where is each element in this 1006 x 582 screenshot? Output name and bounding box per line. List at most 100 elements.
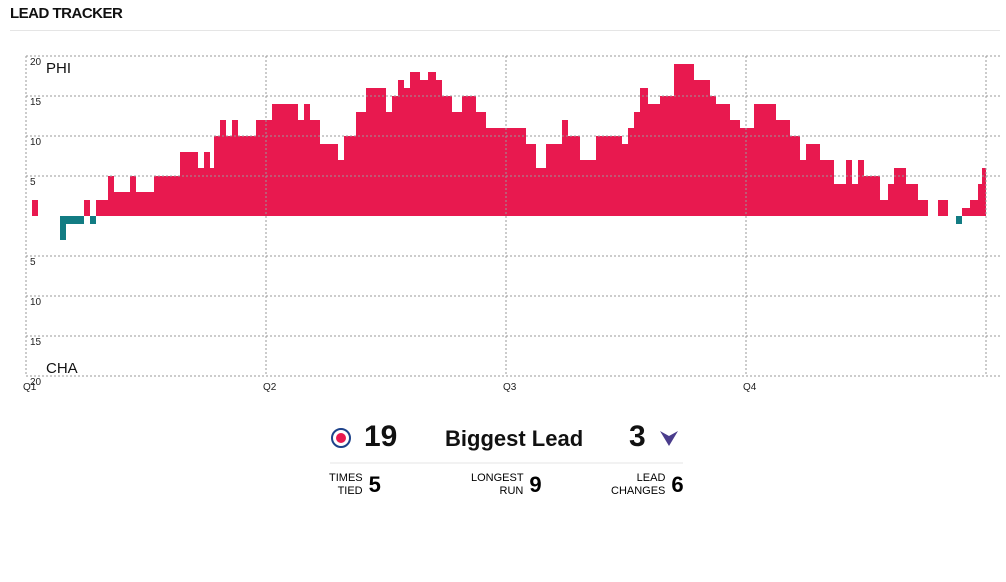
- positive-team-label: PHI: [46, 60, 71, 77]
- y-tick-label: 5: [30, 257, 36, 268]
- lead-bar: [888, 184, 894, 216]
- lead-bar: [96, 200, 108, 216]
- lead-bar: [366, 88, 386, 216]
- lead-bar: [452, 112, 462, 216]
- lead-bar: [356, 112, 366, 216]
- lead-bar: [674, 64, 694, 216]
- lead-bar: [108, 176, 114, 216]
- lead-bar: [918, 200, 928, 216]
- lead-bar: [640, 88, 648, 216]
- lead-bar: [476, 112, 486, 216]
- lead-bar: [660, 96, 674, 216]
- lead-bar: [404, 88, 410, 216]
- lead-bar: [84, 200, 90, 216]
- stat-value: 9: [529, 472, 542, 497]
- lead-changes: LEAD CHANGES 6: [611, 472, 684, 498]
- lead-bar: [894, 168, 906, 216]
- lead-bar: [304, 104, 310, 216]
- lead-bar: [580, 160, 596, 216]
- lead-bar: [462, 96, 476, 216]
- lead-bar: [272, 104, 298, 216]
- y-tick-label: 5: [30, 177, 36, 188]
- lead-bar: [180, 152, 198, 216]
- x-tick-label: Q1: [23, 382, 37, 393]
- lead-bar: [546, 144, 562, 216]
- lead-bar: [970, 200, 978, 216]
- lead-bar: [864, 176, 880, 216]
- lead-bar: [820, 160, 834, 216]
- lead-bar: [800, 160, 806, 216]
- lead-bar: [596, 136, 622, 216]
- lead-bar: [32, 200, 38, 216]
- phi-biggest-lead: 19: [364, 420, 398, 453]
- lead-bar: [392, 96, 398, 216]
- lead-bar: [622, 144, 628, 216]
- lead-bar: [776, 120, 790, 216]
- times-tied: TIMES TIED 5: [329, 472, 381, 498]
- stat-value: 6: [671, 472, 684, 497]
- lead-bar: [420, 80, 428, 216]
- lead-bar: [198, 168, 204, 216]
- lead-bar: [310, 120, 320, 216]
- cha-logo: [660, 431, 678, 446]
- lead-bar: [226, 136, 232, 216]
- lead-bar: [858, 160, 864, 216]
- lead-bar: [436, 80, 442, 216]
- lead-bar: [730, 120, 740, 216]
- phi-logo-core: [336, 433, 346, 443]
- lead-bar: [962, 208, 970, 216]
- lead-bar: [740, 128, 754, 216]
- section-title: LEAD TRACKER: [10, 5, 123, 22]
- lead-bar: [256, 120, 272, 216]
- lead-bar: [754, 104, 776, 216]
- biggest-lead-label: Biggest Lead: [445, 426, 584, 451]
- y-tick-label: 20: [30, 377, 42, 388]
- lead-bar: [214, 136, 220, 216]
- y-tick-label: 10: [30, 137, 42, 148]
- lead-bar: [220, 120, 226, 216]
- phi-logo: [331, 428, 351, 448]
- lead-bar: [130, 176, 136, 216]
- lead-bar: [710, 96, 716, 216]
- lead-bar: [846, 160, 852, 216]
- y-tick-label: 20: [30, 57, 42, 68]
- lead-bar: [982, 168, 986, 216]
- lead-bar: [716, 104, 730, 216]
- lead-bar: [694, 80, 710, 216]
- lead-bar: [880, 200, 888, 216]
- lead-bar: [210, 168, 214, 216]
- lead-bar: [628, 128, 634, 216]
- lead-bar: [320, 144, 338, 216]
- stat-value: 5: [368, 472, 381, 497]
- stat-label: LONGEST RUN: [471, 472, 524, 497]
- lead-bar: [562, 120, 568, 216]
- lead-bar: [338, 160, 344, 216]
- x-tick-label: Q3: [503, 382, 517, 393]
- lead-bar: [398, 80, 404, 216]
- lead-bar: [648, 104, 660, 216]
- lead-bar: [204, 152, 210, 216]
- lead-bar: [906, 184, 918, 216]
- lead-bar: [956, 216, 962, 224]
- lead-bar: [298, 120, 304, 216]
- lead-bar: [136, 192, 154, 216]
- lead-bar: [114, 192, 130, 216]
- longest-run: LONGEST RUN 9: [471, 472, 542, 498]
- lead-bar: [834, 184, 846, 216]
- x-tick-label: Q4: [743, 382, 757, 393]
- lead-bar: [154, 176, 180, 216]
- x-tick-label: Q2: [263, 382, 277, 393]
- negative-team-label: CHA: [46, 360, 78, 377]
- lead-bar: [978, 184, 982, 216]
- divider: [10, 30, 1000, 31]
- y-tick-label: 10: [30, 297, 42, 308]
- lead-bar: [536, 168, 546, 216]
- lead-bar: [526, 144, 536, 216]
- lead-bar: [806, 144, 820, 216]
- lead-bar: [938, 200, 948, 216]
- lead-bar: [386, 112, 392, 216]
- lead-bar: [634, 112, 640, 216]
- lead-bar: [442, 96, 452, 216]
- cha-biggest-lead: 3: [629, 420, 646, 453]
